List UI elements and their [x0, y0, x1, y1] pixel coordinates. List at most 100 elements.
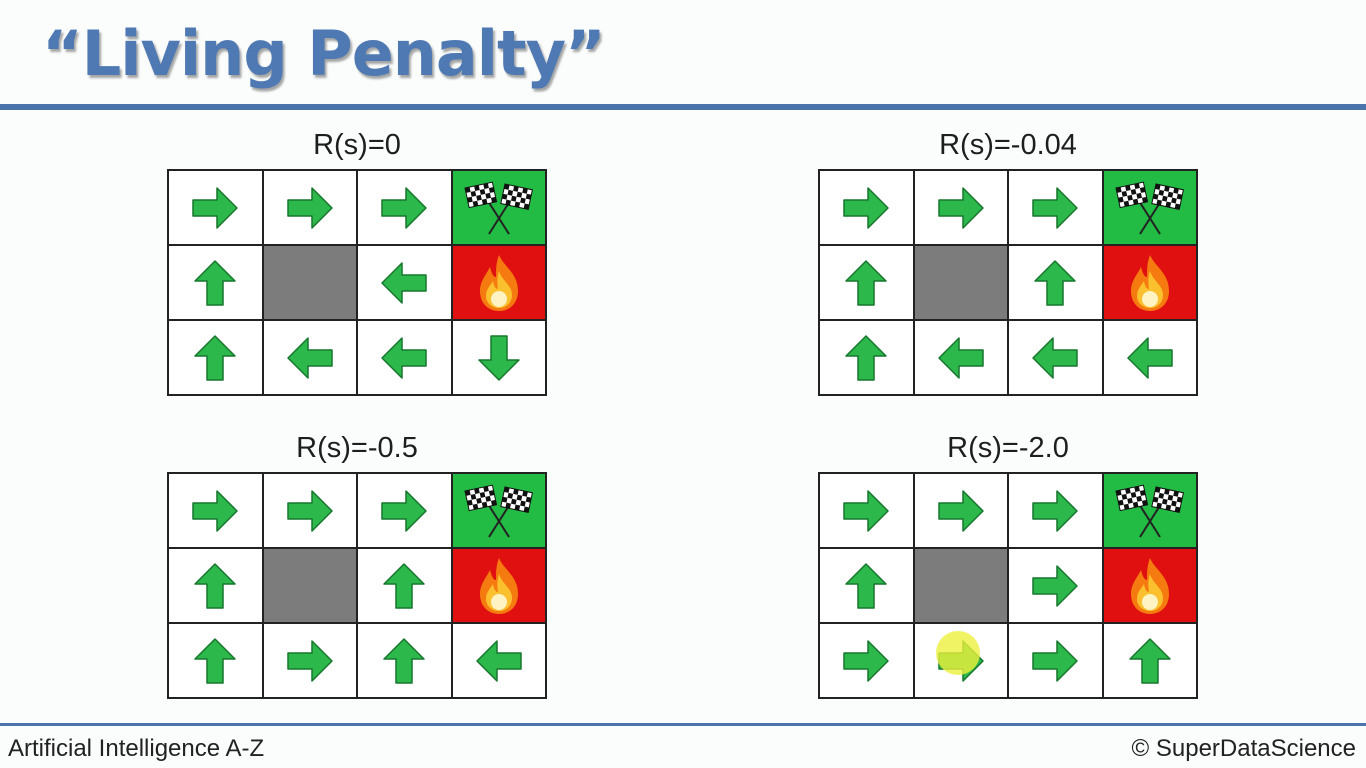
checkered-flags-icon	[1110, 178, 1190, 238]
arrow-right-icon	[378, 182, 430, 234]
goal-cell	[452, 171, 547, 246]
arrow-up-icon	[1029, 257, 1081, 309]
wall-cell	[263, 246, 358, 321]
arrow-right-icon	[935, 485, 987, 537]
slide-title: “Living Penalty”	[42, 17, 606, 90]
policy-cell	[1009, 171, 1104, 246]
panel-label-3: R(s)=-2.0	[947, 432, 1069, 464]
arrow-right-icon	[840, 182, 892, 234]
policy-cell	[820, 246, 915, 321]
arrow-left-icon	[935, 332, 987, 384]
arrow-left-icon	[1029, 332, 1081, 384]
arrow-right-icon	[284, 485, 336, 537]
policy-cell	[169, 246, 264, 321]
panel-label-0: R(s)=0	[313, 129, 401, 161]
arrow-up-icon	[840, 257, 892, 309]
arrow-up-icon	[189, 560, 241, 612]
policy-cell	[1009, 321, 1104, 396]
policy-cell	[358, 549, 453, 624]
gridworld-3	[818, 472, 1198, 699]
arrow-left-icon	[378, 332, 430, 384]
arrow-up-icon	[378, 635, 430, 687]
policy-cell	[452, 321, 547, 396]
policy-cell	[452, 624, 547, 699]
policy-cell	[358, 246, 453, 321]
arrow-right-icon	[378, 485, 430, 537]
gridworld-0	[167, 169, 547, 396]
policy-cell	[1009, 246, 1104, 321]
fire-icon	[474, 253, 524, 313]
wall-cell	[263, 549, 358, 624]
wall-cell	[914, 549, 1009, 624]
gridworld-1	[818, 169, 1198, 396]
policy-cell	[820, 624, 915, 699]
footer-divider	[0, 723, 1366, 726]
arrow-right-icon	[1029, 560, 1081, 612]
policy-cell	[820, 549, 915, 624]
arrow-up-icon	[840, 332, 892, 384]
fire-cell	[1103, 246, 1198, 321]
fire-cell	[452, 246, 547, 321]
gridworld-2	[167, 472, 547, 699]
arrow-left-icon	[473, 635, 525, 687]
policy-cell	[358, 321, 453, 396]
arrow-up-icon	[1124, 635, 1176, 687]
goal-cell	[1103, 171, 1198, 246]
panel-label-1: R(s)=-0.04	[939, 129, 1077, 161]
policy-cell	[169, 549, 264, 624]
arrow-down-icon	[473, 332, 525, 384]
arrow-left-icon	[378, 257, 430, 309]
arrow-up-icon	[189, 332, 241, 384]
policy-cell	[914, 171, 1009, 246]
checkered-flags-icon	[1110, 481, 1190, 541]
arrow-right-icon	[284, 635, 336, 687]
wall-cell	[914, 246, 1009, 321]
arrow-right-icon	[840, 485, 892, 537]
policy-cell	[358, 171, 453, 246]
arrow-up-icon	[840, 560, 892, 612]
policy-cell	[263, 624, 358, 699]
course-name: Artificial Intelligence A-Z	[8, 735, 265, 762]
arrow-right-icon	[189, 182, 241, 234]
policy-cell	[914, 321, 1009, 396]
goal-cell	[452, 474, 547, 549]
arrow-up-icon	[189, 635, 241, 687]
arrow-right-icon	[935, 182, 987, 234]
arrow-left-icon	[1124, 332, 1176, 384]
arrow-up-icon	[378, 560, 430, 612]
panel-label-2: R(s)=-0.5	[296, 432, 418, 464]
arrow-right-icon	[1029, 182, 1081, 234]
policy-cell	[169, 474, 264, 549]
policy-cell	[263, 474, 358, 549]
policy-cell	[358, 624, 453, 699]
policy-cell	[1009, 474, 1104, 549]
policy-cell	[263, 171, 358, 246]
policy-cell	[1103, 624, 1198, 699]
fire-icon	[1125, 253, 1175, 313]
policy-cell	[914, 474, 1009, 549]
policy-cell	[263, 321, 358, 396]
arrow-right-icon	[189, 485, 241, 537]
title-divider	[0, 104, 1366, 110]
arrow-up-icon	[189, 257, 241, 309]
arrow-left-icon	[284, 332, 336, 384]
fire-icon	[474, 556, 524, 616]
policy-cell	[169, 171, 264, 246]
arrow-right-icon	[840, 635, 892, 687]
copyright: © SuperDataScience	[1131, 735, 1356, 762]
policy-cell	[1103, 321, 1198, 396]
fire-cell	[452, 549, 547, 624]
arrow-right-icon	[1029, 485, 1081, 537]
policy-cell	[358, 474, 453, 549]
policy-cell	[169, 321, 264, 396]
cursor-highlight	[936, 631, 980, 675]
policy-cell	[1009, 624, 1104, 699]
fire-cell	[1103, 549, 1198, 624]
policy-cell	[820, 171, 915, 246]
arrow-right-icon	[284, 182, 336, 234]
checkered-flags-icon	[459, 178, 539, 238]
policy-cell	[820, 321, 915, 396]
checkered-flags-icon	[459, 481, 539, 541]
policy-cell	[820, 474, 915, 549]
goal-cell	[1103, 474, 1198, 549]
